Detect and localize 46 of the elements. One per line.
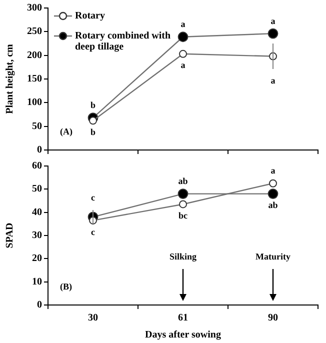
y-tick-label: 10: [32, 276, 42, 288]
y-axis-title: SPAD: [4, 222, 16, 248]
annotation: b: [90, 126, 96, 137]
annotation: Maturity: [256, 251, 291, 262]
point: [178, 188, 188, 199]
x-axis-title: Days after sowing: [145, 330, 221, 341]
y-tick-label: 250: [27, 26, 42, 38]
annotation: a: [180, 60, 186, 70]
annotation: a: [270, 16, 276, 26]
y-tick-label: 20: [32, 253, 42, 264]
point: [268, 28, 278, 39]
annotation: b: [90, 100, 96, 110]
point: [179, 50, 187, 58]
x-tick-label: 30: [88, 312, 98, 324]
x-tick-label: 90: [268, 312, 278, 324]
annotation: bc: [178, 210, 188, 221]
annotation: Silking: [169, 251, 197, 262]
legend-label: Rotary: [75, 10, 105, 22]
legend-label: Rotary combined with deep tillage: [75, 30, 171, 53]
annotation: ab: [178, 176, 188, 186]
y-tick-label: 40: [32, 206, 42, 218]
annotation: (B): [60, 281, 72, 292]
y-tick-label: 200: [27, 50, 42, 61]
y-tick-label: 100: [27, 97, 42, 108]
y-tick-label: 60: [32, 160, 42, 172]
annotation: a: [270, 166, 276, 176]
point: [178, 32, 188, 42]
y-tick-label: 0: [37, 300, 42, 311]
y-tick-label: 150: [27, 74, 42, 85]
y-tick-label: 30: [32, 230, 42, 242]
y-tick-label: 50: [32, 120, 42, 132]
y-tick-label: 300: [27, 2, 42, 14]
annotation: c: [91, 226, 95, 237]
y-axis-title: Plant height, cm: [4, 43, 16, 114]
annotation: (A): [60, 126, 72, 136]
annotation: a: [270, 75, 276, 86]
annotation: c: [91, 192, 95, 202]
x-tick-label: 61: [178, 312, 188, 324]
y-tick-label: 50: [32, 184, 42, 195]
annotation: ab: [268, 200, 278, 210]
point: [89, 116, 97, 125]
point: [179, 200, 187, 208]
point: [268, 188, 278, 199]
y-tick-label: 0: [37, 144, 42, 156]
annotation: a: [180, 19, 186, 30]
point: [269, 179, 277, 188]
